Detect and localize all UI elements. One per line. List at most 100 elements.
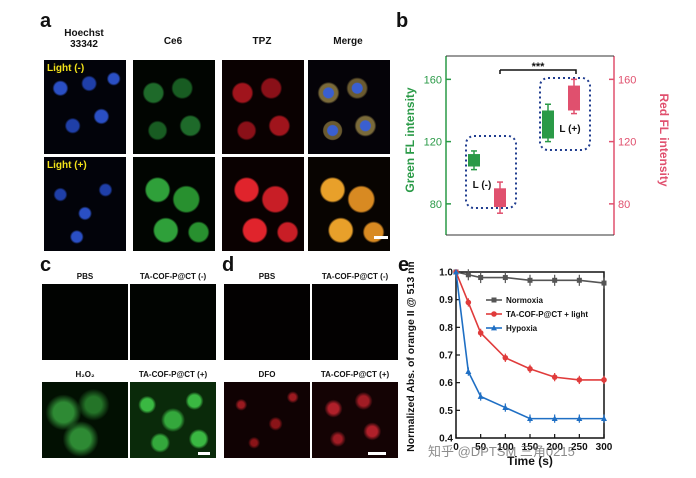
e-series-line (455, 271, 604, 420)
micrograph-merge-light-off (308, 60, 390, 154)
c-header-ta-off: TA-COF-P@CT (-) (139, 272, 207, 281)
e-y-tick-label: 0.5 (439, 406, 453, 417)
left-tick-label: 80 (430, 199, 442, 211)
e-y-tick-label: 0.8 (439, 323, 453, 334)
e-x-tick-label: 50 (475, 442, 487, 453)
scale-bar-a (374, 236, 388, 239)
micrograph-merge-light-on (308, 157, 390, 251)
micrograph-tpz-light-off (222, 60, 304, 154)
e-point (477, 393, 484, 399)
scale-bar-d (368, 452, 386, 455)
panel-c-letter: c (40, 254, 52, 276)
e-y-tick-label: 1.0 (439, 268, 453, 279)
micrograph-d-ta-on (312, 382, 398, 458)
d-header-dfo: DFO (258, 370, 276, 379)
row-label-light-off: Light (-) (47, 63, 85, 74)
e-point (552, 277, 558, 283)
e-point (601, 280, 607, 286)
panel-e-letter: e (398, 254, 410, 276)
panel-d-letter: d (222, 254, 235, 276)
significance-label: *** (532, 61, 546, 73)
e-x-tick-label: 300 (596, 442, 613, 453)
e-point (576, 277, 582, 283)
col-header-ce6: Ce6 (163, 36, 183, 47)
e-point (453, 268, 459, 275)
e-point (502, 354, 509, 361)
c-header-h2o2: H₂O₂ (75, 370, 95, 379)
e-point (527, 366, 533, 372)
micrograph-ce6-light-off (133, 60, 215, 154)
left-axis-label: Green FL intensity (403, 87, 417, 192)
e-y-axis-label: Normalized Abs. of orange II @ 513 nm (405, 262, 417, 452)
significance-bracket (499, 69, 577, 74)
e-legend-label: Hypoxia (506, 324, 538, 333)
e-point (551, 374, 558, 380)
panel-b-letter: b (396, 10, 409, 32)
d-header-pbs: PBS (258, 272, 276, 281)
col-header-tpz: TPZ (252, 36, 272, 47)
panel-e-line-chart: Normalized Abs. of orange II @ 513 nm Ti… (405, 262, 613, 468)
e-point (465, 368, 472, 374)
micrograph-c-h2o2 (42, 382, 128, 458)
group-outline-light-on (539, 77, 591, 151)
e-point (576, 377, 583, 383)
e-x-tick-label: 250 (571, 442, 588, 453)
e-point (465, 272, 471, 278)
e-x-tick-label: 150 (522, 442, 539, 453)
right-tick-label: 80 (618, 199, 630, 211)
d-header-ta-off: TA-COF-P@CT (-) (321, 272, 389, 281)
micrograph-c-ta-on (130, 382, 216, 458)
right-axis-label: Red FL intensity (657, 93, 670, 186)
micrograph-d-pbs (224, 284, 310, 360)
e-x-tick-label: 100 (497, 442, 514, 453)
e-point (478, 275, 484, 281)
c-header-pbs: PBS (76, 272, 94, 281)
e-legend-marker (491, 297, 497, 303)
e-point (576, 415, 583, 422)
micrograph-ce6-light-on (133, 157, 215, 251)
box-red-1 (568, 85, 580, 111)
e-x-tick-label: 200 (546, 442, 563, 453)
micrograph-d-dfo (224, 382, 310, 458)
e-point (502, 275, 508, 281)
box-red-0 (494, 188, 506, 207)
e-y-tick-label: 0.4 (439, 434, 453, 445)
e-legend-label: TA-COF-P@CT + light (506, 310, 588, 319)
col-header-merge: Merge (333, 36, 363, 47)
e-x-axis-label: Time (s) (507, 454, 553, 468)
e-point (465, 299, 472, 306)
e-point (477, 330, 484, 336)
e-y-tick-label: 0.6 (439, 378, 453, 389)
e-series-line (455, 271, 604, 381)
group-label-light-off: L (-) (473, 180, 492, 191)
e-point (527, 277, 533, 283)
micrograph-tpz-light-on (222, 157, 304, 251)
micrograph-hoechst-light-off (44, 60, 126, 154)
micrograph-c-ta-off (130, 284, 216, 360)
e-legend-marker (491, 311, 497, 317)
e-point (601, 415, 607, 422)
group-outline-light-off (465, 135, 517, 209)
left-tick-label: 160 (424, 74, 442, 86)
e-point (551, 415, 558, 422)
group-label-light-on: L (+) (559, 124, 580, 135)
panel-a-letter: a (40, 10, 52, 32)
e-point (527, 415, 533, 422)
micrograph-c-pbs (42, 284, 128, 360)
e-point (502, 404, 509, 410)
right-tick-label: 160 (618, 74, 636, 86)
micrograph-d-ta-off (312, 284, 398, 360)
box-green-1 (542, 110, 554, 139)
e-y-tick-label: 0.9 (439, 295, 453, 306)
scale-bar-c (198, 452, 210, 455)
watermark: 知乎 @DPTSM 三角0215 (428, 444, 575, 459)
row-label-light-on: Light (+) (47, 160, 87, 171)
e-point (601, 377, 607, 383)
left-tick-label: 120 (424, 137, 442, 149)
d-header-ta-on: TA-COF-P@CT (+) (320, 370, 390, 379)
col-header-hoechst: Hoechst 33342 (64, 28, 104, 50)
e-x-tick-label: 0 (453, 442, 459, 453)
box-green-0 (468, 154, 480, 167)
e-y-tick-label: 0.7 (439, 351, 453, 362)
e-legend-marker (491, 324, 497, 331)
